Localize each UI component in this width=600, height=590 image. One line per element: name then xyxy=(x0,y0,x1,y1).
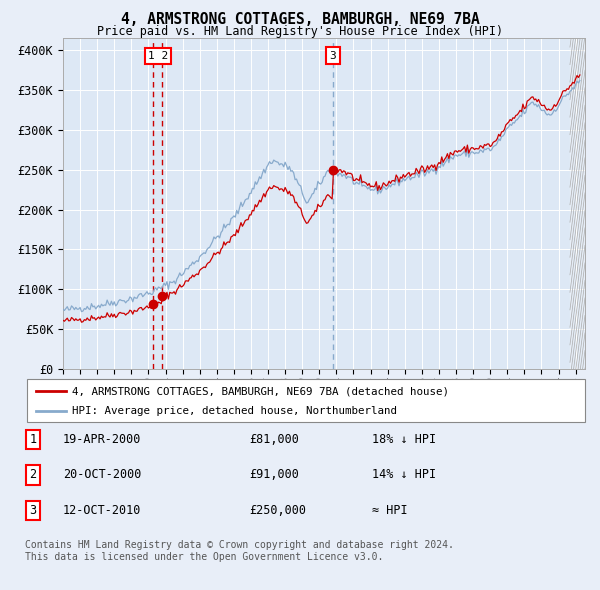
Text: 2: 2 xyxy=(29,468,37,481)
Text: HPI: Average price, detached house, Northumberland: HPI: Average price, detached house, Nort… xyxy=(72,407,397,416)
Text: ≈ HPI: ≈ HPI xyxy=(372,504,407,517)
Text: 3: 3 xyxy=(29,504,37,517)
Text: 12-OCT-2010: 12-OCT-2010 xyxy=(63,504,142,517)
Text: Contains HM Land Registry data © Crown copyright and database right 2024.: Contains HM Land Registry data © Crown c… xyxy=(25,540,454,550)
Text: Price paid vs. HM Land Registry's House Price Index (HPI): Price paid vs. HM Land Registry's House … xyxy=(97,25,503,38)
Text: 1: 1 xyxy=(29,433,37,446)
Text: 3: 3 xyxy=(329,51,336,61)
Text: 1 2: 1 2 xyxy=(148,51,168,61)
Text: £91,000: £91,000 xyxy=(249,468,299,481)
Text: 4, ARMSTRONG COTTAGES, BAMBURGH, NE69 7BA: 4, ARMSTRONG COTTAGES, BAMBURGH, NE69 7B… xyxy=(121,12,479,27)
Text: 14% ↓ HPI: 14% ↓ HPI xyxy=(372,468,436,481)
Text: 19-APR-2000: 19-APR-2000 xyxy=(63,433,142,446)
Text: £81,000: £81,000 xyxy=(249,433,299,446)
Text: This data is licensed under the Open Government Licence v3.0.: This data is licensed under the Open Gov… xyxy=(25,552,383,562)
Text: £250,000: £250,000 xyxy=(249,504,306,517)
Text: 18% ↓ HPI: 18% ↓ HPI xyxy=(372,433,436,446)
Text: 20-OCT-2000: 20-OCT-2000 xyxy=(63,468,142,481)
Text: 4, ARMSTRONG COTTAGES, BAMBURGH, NE69 7BA (detached house): 4, ARMSTRONG COTTAGES, BAMBURGH, NE69 7B… xyxy=(72,386,449,396)
